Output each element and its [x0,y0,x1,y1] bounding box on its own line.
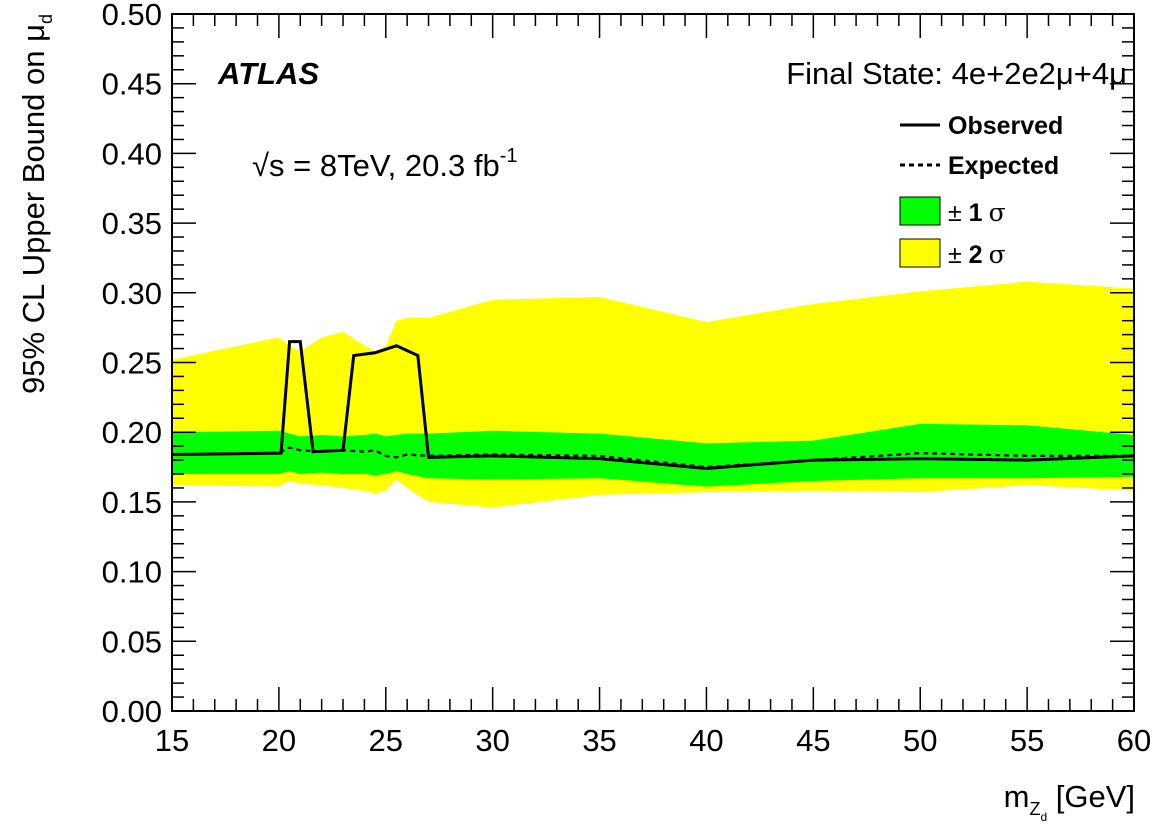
y-tick-label: 0.30 [102,276,162,311]
x-tick-label: 55 [1010,723,1044,758]
x-axis-label: mZd [GeV] [1004,779,1135,824]
x-tick-label: 45 [796,723,830,758]
y-tick-label: 0.20 [102,415,162,450]
energy-luminosity-label: √s = 8TeV, 20.3 fb-1 [252,145,517,183]
x-tick-label: 35 [582,723,616,758]
legend-one-sigma-swatch [900,197,940,225]
x-tick-label: 20 [262,723,296,758]
y-tick-label: 0.15 [102,485,162,520]
uncertainty-bands [172,282,1134,508]
legend-two-sigma-swatch [900,239,940,267]
x-tick-label: 40 [689,723,723,758]
y-tick-label: 0.45 [102,67,162,102]
y-tick-label: 0.05 [102,624,162,659]
legend-expected-label: Expected [948,152,1059,180]
y-tick-label: 0.40 [102,136,162,171]
y-tick-label: 0.50 [102,0,162,32]
x-tick-label: 60 [1117,723,1151,758]
final-state-label: Final State: 4e+2e2μ+4μ [786,56,1127,91]
y-tick-label: 0.00 [102,694,162,729]
y-tick-label: 0.10 [102,555,162,590]
y-tick-label: 0.25 [102,346,162,381]
y-axis-label: 95% CL Upper Bound on μd [16,14,56,394]
x-tick-label: 25 [369,723,403,758]
x-tick-label: 50 [903,723,937,758]
legend-observed-label: Observed [948,112,1063,140]
x-tick-label: 30 [475,723,509,758]
y-tick-label: 0.35 [102,206,162,241]
experiment-label: ATLAS [217,56,319,91]
